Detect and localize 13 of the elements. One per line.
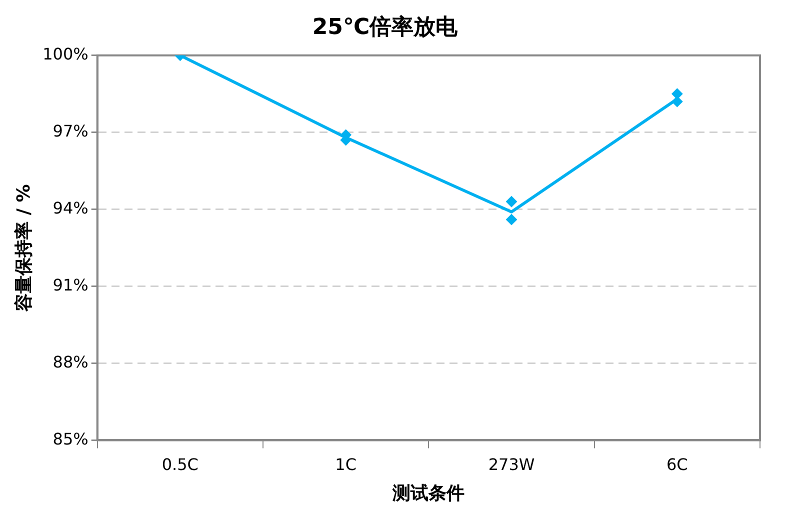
x-axis-title: 测试条件 bbox=[392, 482, 465, 504]
y-tick-label: 97% bbox=[52, 122, 88, 141]
x-tick-label: 0.5C bbox=[162, 454, 198, 474]
chart-title: 25℃倍率放电 bbox=[312, 14, 459, 40]
y-tick-label: 85% bbox=[52, 429, 88, 448]
y-tick-label: 94% bbox=[52, 198, 88, 218]
y-tick-label: 100% bbox=[42, 44, 88, 64]
y-tick-label: 88% bbox=[52, 352, 88, 372]
y-tick-label: 91% bbox=[52, 275, 88, 294]
x-tick-label: 273W bbox=[488, 454, 535, 474]
x-tick-label: 6C bbox=[666, 454, 688, 474]
y-axis-title: 容量保持率 / % bbox=[13, 184, 34, 312]
x-tick-label: 1C bbox=[335, 454, 357, 474]
